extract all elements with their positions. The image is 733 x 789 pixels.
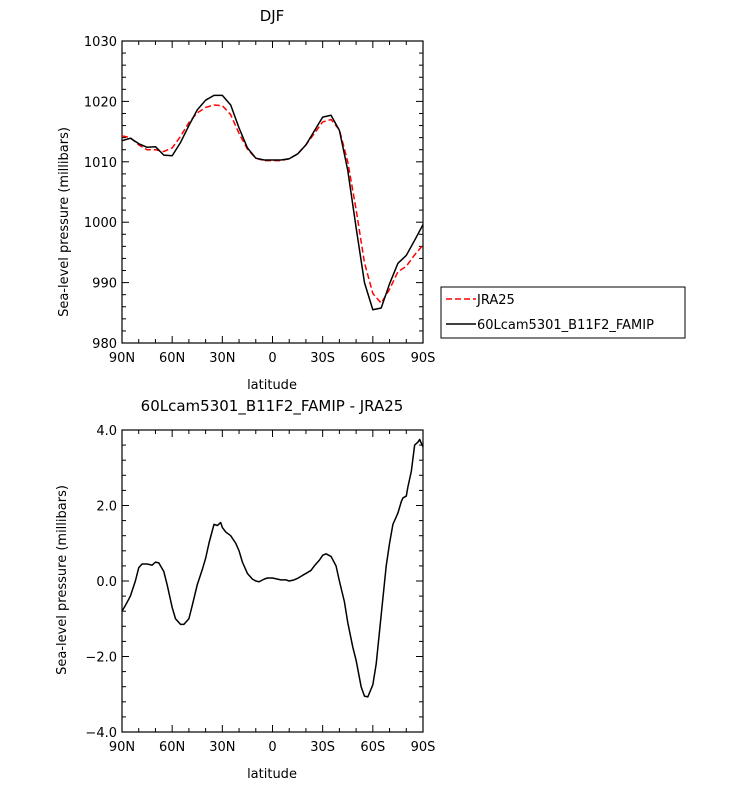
top-panel: DJF Sea-level pressure (millibars) latit…	[57, 7, 435, 393]
bottom-x-tick-label: 90S	[411, 740, 436, 755]
top-chart-title: DJF	[260, 7, 285, 25]
top-y-tick-label: 1000	[84, 216, 117, 231]
top-plot-frame	[121, 40, 424, 344]
top-x-tick-label: 90N	[109, 351, 135, 366]
bottom-x-tick-label: 90N	[109, 740, 135, 755]
top-series-line-1	[121, 94, 424, 311]
top-x-axis-label: latitude	[247, 378, 297, 393]
legend: JRA25 60Lcam5301_B11F2_FAMIP	[440, 286, 686, 339]
bottom-x-tick-label: 60N	[159, 740, 185, 755]
bottom-panel: 60Lcam5301_B11F2_FAMIP - JRA25 Sea-level…	[55, 397, 435, 782]
top-series	[121, 94, 424, 311]
top-axes: 90N 60N 30N 0 30S 60S 90S 980 990 1000 1010 1020 103…	[84, 35, 435, 366]
top-x-tick-label: 90S	[411, 351, 436, 366]
bottom-series-line-0	[121, 438, 424, 698]
top-y-axis-label: Sea-level pressure (millibars)	[57, 127, 72, 317]
bottom-y-tick-label: −4.0	[85, 726, 117, 741]
top-x-tick-label: 30S	[310, 351, 335, 366]
top-series-line-0	[121, 104, 424, 304]
top-y-tick-label: 1010	[84, 156, 117, 171]
bottom-series	[121, 438, 424, 698]
bottom-y-tick-label: 2.0	[96, 500, 117, 515]
bottom-y-tick-label: 4.0	[96, 424, 117, 439]
top-y-tick-label: 990	[92, 277, 117, 292]
bottom-y-tick-label: −2.0	[85, 651, 117, 666]
legend-box	[440, 286, 686, 339]
bottom-x-tick-label: 60S	[360, 740, 385, 755]
bottom-x-tick-label: 0	[268, 740, 276, 755]
bottom-y-axis-label: Sea-level pressure (millibars)	[55, 485, 70, 675]
top-x-tick-label: 60S	[360, 351, 385, 366]
top-y-tick-label: 1020	[84, 95, 117, 110]
bottom-y-tick-label: 0.0	[96, 575, 117, 590]
top-x-tick-label: 0	[268, 351, 276, 366]
bottom-x-tick-label: 30N	[209, 740, 235, 755]
top-x-tick-label: 60N	[159, 351, 185, 366]
bottom-x-tick-label: 30S	[310, 740, 335, 755]
bottom-x-axis-label: latitude	[247, 767, 297, 782]
bottom-chart-title: 60Lcam5301_B11F2_FAMIP - JRA25	[141, 397, 404, 416]
legend-label-model: 60Lcam5301_B11F2_FAMIP	[477, 318, 654, 333]
bottom-plot-frame	[121, 429, 424, 733]
legend-label-jra25: JRA25	[476, 293, 515, 308]
top-y-tick-label: 1030	[84, 35, 117, 50]
top-x-tick-label: 30N	[209, 351, 235, 366]
top-y-tick-label: 980	[92, 337, 117, 352]
bottom-axes: 90N 60N 30N 0 30S 60S 90S −4.0 −2.0 0.0 2.0 4.0	[85, 424, 435, 755]
